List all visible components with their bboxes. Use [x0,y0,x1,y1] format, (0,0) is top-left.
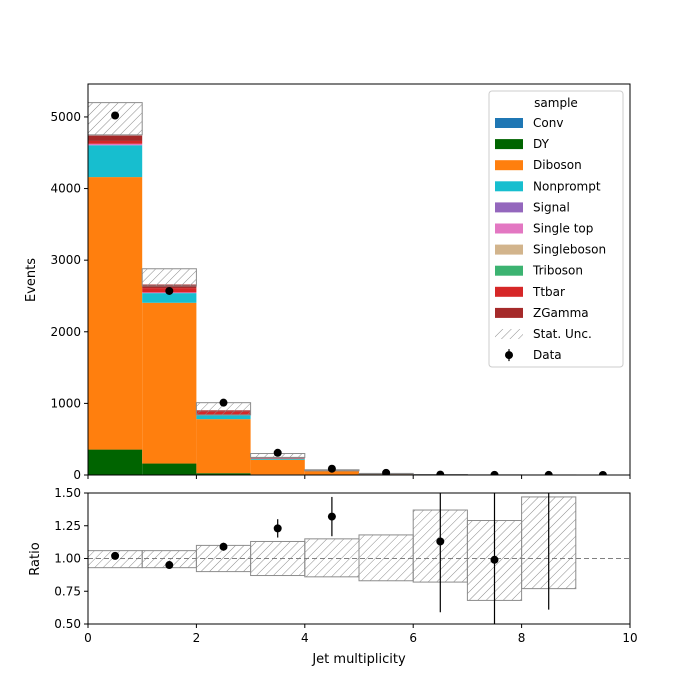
bar-single-top-bin-0 [88,143,143,146]
bar-diboson-bin-3 [250,459,305,475]
bar-diboson-bin-1 [142,302,197,464]
ratio-point-5 [436,537,445,546]
xtick-label-0: 0 [84,631,92,645]
bar-nonprompt-bin-0 [88,145,143,178]
ratio-ytick-label-0.50: 0.50 [54,617,81,631]
xtick-label-2: 2 [193,631,201,645]
legend-label-single-top: Single top [533,222,593,236]
bar-nonprompt-bin-3 [250,458,305,460]
legend-swatch-dy [495,139,523,150]
main-panel [88,102,607,475]
legend-label-diboson: Diboson [533,158,582,172]
data-point-7 [490,470,499,475]
legend-swatch-nonprompt [495,181,523,192]
x-axis-label: Jet multiplicity [311,652,406,667]
bar-ttbar-bin-3 [250,457,305,459]
ratio-panel [88,476,630,624]
bar-ttbar-bin-0 [88,140,143,144]
data-point-9 [598,471,607,475]
main-ytick-label-5000: 5000 [50,110,81,124]
legend-swatch-stat-unc [495,329,523,339]
legend: sample Conv DY Diboson Nonprompt Signal Single… [488,90,624,368]
bar-dy-bin-2 [196,473,251,475]
ratio-ytick-label-0.75: 0.75 [54,584,81,598]
bar-zgamma-bin-0 [88,135,143,141]
data-point-4 [327,464,336,473]
legend-swatch-diboson [495,160,523,171]
main-ytick-label-3000: 3000 [50,253,81,267]
axes-layer: 0 1000 2000 3000 4000 5000 0.50 0.75 1.00 1.25 1.5… [50,83,638,645]
ratio-ytick-label-1.25: 1.25 [54,519,81,533]
legend-swatch-ttbar [495,286,523,297]
main-ylabel: Events [24,258,39,302]
ratio-unc-bin-5 [358,534,414,582]
bar-diboson-bin-0 [88,177,143,450]
main-ytick-label-2000: 2000 [50,325,81,339]
legend-label-nonprompt: Nonprompt [533,179,601,193]
bar-nonprompt-bin-1 [142,293,197,303]
ratio-plot-area [88,476,630,624]
ratio-point-2 [219,542,228,551]
legend-swatch-triboson [495,265,523,276]
data-point-0 [111,111,120,120]
legend-title: sample [534,96,578,110]
main-ytick-label-1000: 1000 [50,396,81,410]
main-ytick-label-0: 0 [73,468,81,482]
main-plot-area [88,102,607,475]
legend-label-triboson: Triboson [532,264,583,278]
ratio-point-3 [273,524,282,533]
ratio-point-1 [165,561,174,570]
stat-unc-bin-1 [141,268,197,287]
ratio-point-4 [327,512,336,521]
legend-label-dy: DY [533,137,550,151]
legend-label-data: Data [533,348,562,362]
xtick-label-8: 8 [518,631,526,645]
xtick-label-4: 4 [301,631,309,645]
data-point-2 [219,398,228,407]
ratio-point-6 [490,555,499,564]
ratio-ylabel: Ratio [28,542,43,575]
ratio-ytick-label-1.00: 1.00 [54,552,81,566]
bar-dy-bin-1 [142,463,197,475]
legend-box [488,90,624,368]
data-point-6 [436,470,445,475]
legend-swatch-signal [495,202,523,213]
ratio-point-0 [111,551,120,560]
bar-dy-bin-0 [88,449,143,475]
legend-swatch-single-top [495,223,523,234]
legend-swatch-singleboson [495,244,523,255]
data-point-5 [382,468,391,475]
legend-label-zgamma: ZGamma [533,306,589,320]
legend-label-ttbar: Ttbar [532,285,565,299]
legend-label-singleboson: Singleboson [533,243,606,257]
ratio-point-7 [545,476,553,484]
main-ytick-label-4000: 4000 [50,182,81,196]
ratio-unc-bin-4 [304,538,360,578]
bar-nonprompt-bin-2 [196,415,251,420]
xtick-label-6: 6 [409,631,417,645]
legend-swatch-zgamma [495,307,523,318]
ratio-ytick-label-1.50: 1.50 [54,486,81,500]
legend-label-stat-unc: Stat. Unc. [533,327,592,341]
xtick-label-10: 10 [622,631,637,645]
legend-label-conv: Conv [533,116,563,130]
data-point-1 [165,286,174,295]
bar-diboson-bin-4 [304,470,359,475]
bar-diboson-bin-2 [196,419,251,474]
data-point-8 [544,470,553,475]
legend-swatch-conv [495,118,523,128]
legend-label-signal: Signal [533,200,570,214]
data-point-3 [273,448,282,457]
legend-swatch-data [505,351,513,360]
main-frame [87,83,631,476]
